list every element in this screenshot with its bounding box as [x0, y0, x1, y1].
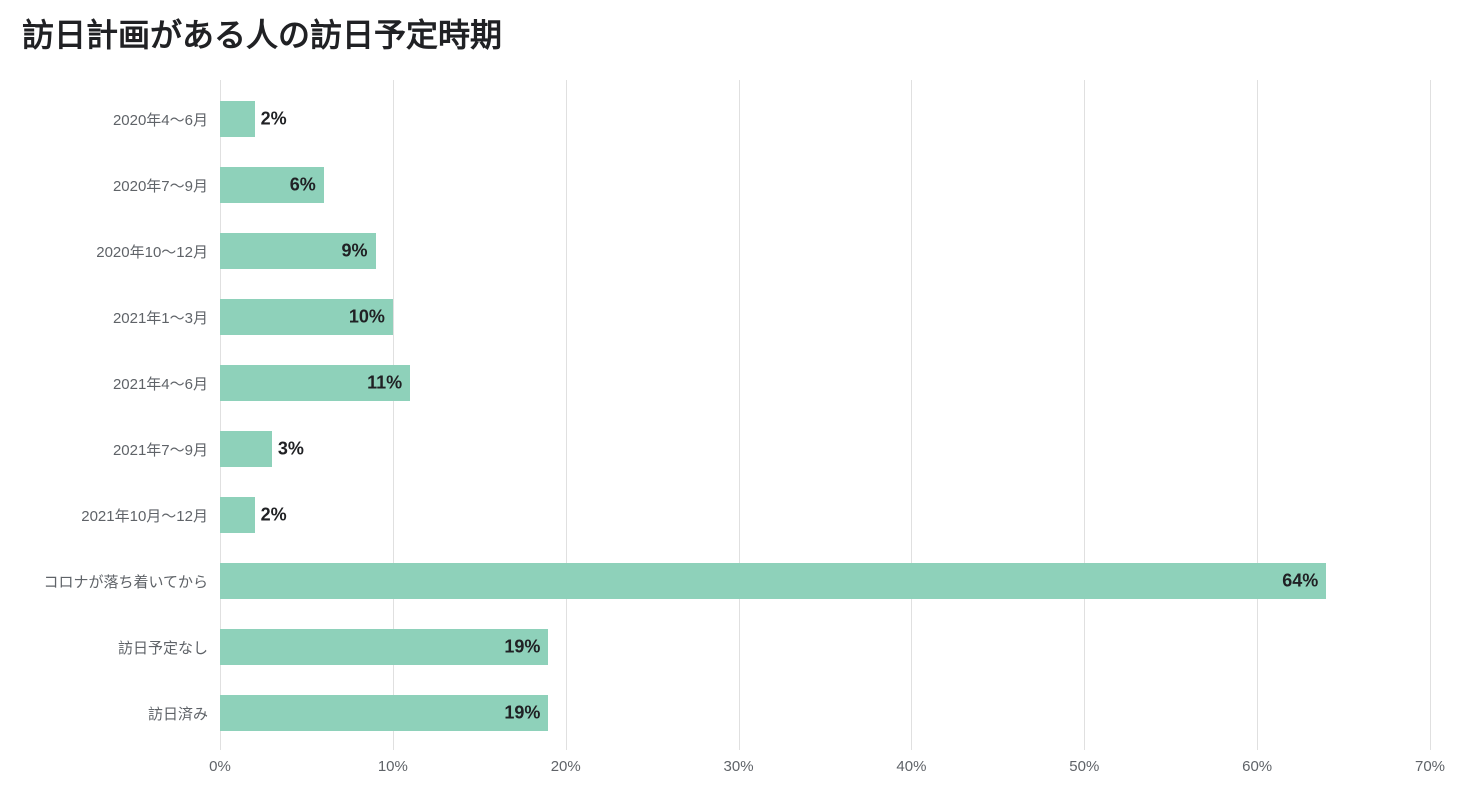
- y-category-label: 2021年1〜3月: [113, 307, 208, 328]
- bar-row: 訪日予定なし19%: [220, 614, 1430, 680]
- y-category-label: 2020年7〜9月: [113, 175, 208, 196]
- chart-container: 訪日計画がある人の訪日予定時期 0%10%20%30%40%50%60%70%2…: [0, 0, 1468, 798]
- y-category-label: コロナが落ち着いてから: [43, 571, 208, 592]
- bar-row: 2020年4〜6月2%: [220, 86, 1430, 152]
- bar-row: 2020年7〜9月6%: [220, 152, 1430, 218]
- x-tick-label: 20%: [551, 758, 581, 775]
- bar-value-label: 10%: [349, 307, 385, 328]
- bar-value-label: 2%: [261, 109, 287, 130]
- bar-value-label: 3%: [278, 439, 304, 460]
- y-category-label: 2021年10月〜12月: [81, 505, 208, 526]
- bar-value-label: 19%: [504, 703, 540, 724]
- bar: [220, 101, 255, 137]
- bar: [220, 629, 548, 665]
- x-tick-label: 40%: [896, 758, 926, 775]
- bar-row: 2021年10月〜12月2%: [220, 482, 1430, 548]
- bar-value-label: 64%: [1282, 571, 1318, 592]
- bar-value-label: 19%: [504, 637, 540, 658]
- bar-value-label: 2%: [261, 505, 287, 526]
- x-tick-label: 10%: [378, 758, 408, 775]
- bar-row: 訪日済み19%: [220, 680, 1430, 746]
- y-category-label: 2020年4〜6月: [113, 109, 208, 130]
- bar: [220, 497, 255, 533]
- gridline: [1430, 80, 1431, 750]
- bar: [220, 695, 548, 731]
- bar: [220, 563, 1326, 599]
- chart-title: 訪日計画がある人の訪日予定時期: [22, 10, 502, 56]
- y-category-label: 2021年4〜6月: [113, 373, 208, 394]
- y-category-label: 訪日予定なし: [118, 637, 208, 658]
- x-tick-label: 30%: [724, 758, 754, 775]
- bar-value-label: 11%: [367, 373, 402, 394]
- bar-row: 2020年10〜12月9%: [220, 218, 1430, 284]
- x-tick-label: 70%: [1415, 758, 1445, 775]
- y-category-label: 2020年10〜12月: [96, 241, 208, 262]
- bar-row: コロナが落ち着いてから64%: [220, 548, 1430, 614]
- bar-row: 2021年4〜6月11%: [220, 350, 1430, 416]
- bar-value-label: 6%: [290, 175, 316, 196]
- y-category-label: 訪日済み: [148, 703, 208, 724]
- x-tick-label: 0%: [209, 758, 231, 775]
- bar-row: 2021年1〜3月10%: [220, 284, 1430, 350]
- x-tick-label: 60%: [1242, 758, 1272, 775]
- x-tick-label: 50%: [1069, 758, 1099, 775]
- plot-area: 0%10%20%30%40%50%60%70%2020年4〜6月2%2020年7…: [220, 80, 1430, 750]
- bar-row: 2021年7〜9月3%: [220, 416, 1430, 482]
- y-category-label: 2021年7〜9月: [113, 439, 208, 460]
- bar: [220, 431, 272, 467]
- bar-value-label: 9%: [342, 241, 368, 262]
